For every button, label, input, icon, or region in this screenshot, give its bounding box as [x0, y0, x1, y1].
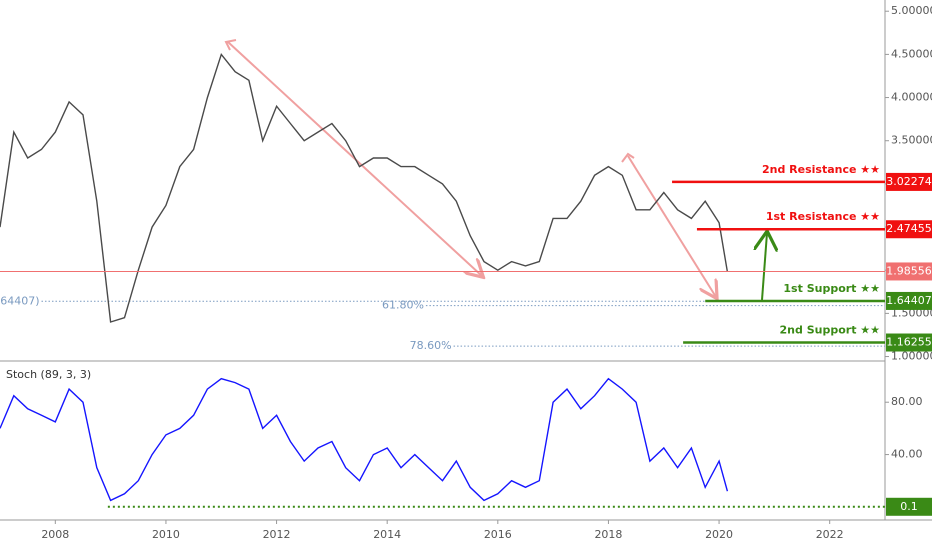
x-tick-label: 2022	[816, 528, 844, 541]
arrow-tail	[224, 39, 237, 51]
price-box-label: 1.98556	[886, 264, 932, 277]
arrow-tail	[621, 152, 635, 163]
price-box	[886, 291, 932, 310]
level-label: 2nd Support ★★	[780, 324, 881, 337]
price-box	[886, 172, 932, 191]
indicator-title: Stoch (89, 3, 3)	[6, 368, 91, 381]
price-box	[886, 220, 932, 239]
price-box-label: 2.47455	[886, 222, 932, 235]
x-tick-label: 2020	[705, 528, 733, 541]
series-line	[0, 52, 729, 323]
price-box-label: 1.16255	[886, 336, 932, 349]
x-tick-label: 2012	[263, 528, 291, 541]
x-tick-label: 2014	[373, 528, 401, 541]
series-line	[0, 377, 729, 502]
price-box	[886, 497, 932, 516]
x-tick-label: 2016	[484, 528, 512, 541]
level-label: 2nd Resistance ★★	[762, 163, 880, 176]
fib-label: 61.80%	[382, 299, 424, 312]
y-tick-label: 4.00000	[891, 91, 932, 104]
price-box-label: 1.64407	[886, 294, 932, 307]
y-tick-label: 80.00	[891, 395, 923, 408]
fib-label: 88.60%(1.64407)	[0, 294, 39, 307]
price-box	[886, 262, 932, 281]
y-tick-label: 40.00	[891, 448, 923, 461]
level-label: 1st Support ★★	[783, 282, 880, 295]
trend-arrow	[627, 155, 716, 297]
level-label: 1st Resistance ★★	[766, 210, 880, 223]
target-arrow	[762, 233, 767, 301]
y-tick-label: 4.50000	[891, 47, 932, 60]
y-tick-label: 3.50000	[891, 134, 932, 147]
price-box	[886, 333, 932, 352]
price-box-label: 0.1	[900, 500, 918, 513]
fib-label: 78.60%	[410, 339, 452, 352]
x-tick-label: 2018	[594, 528, 622, 541]
y-tick-label: 5.00000	[891, 4, 932, 17]
y-tick-label: 1.00000	[891, 350, 932, 363]
x-tick-label: 2010	[152, 528, 180, 541]
x-tick-label: 2008	[41, 528, 69, 541]
price-box-label: 3.02274	[886, 175, 932, 188]
